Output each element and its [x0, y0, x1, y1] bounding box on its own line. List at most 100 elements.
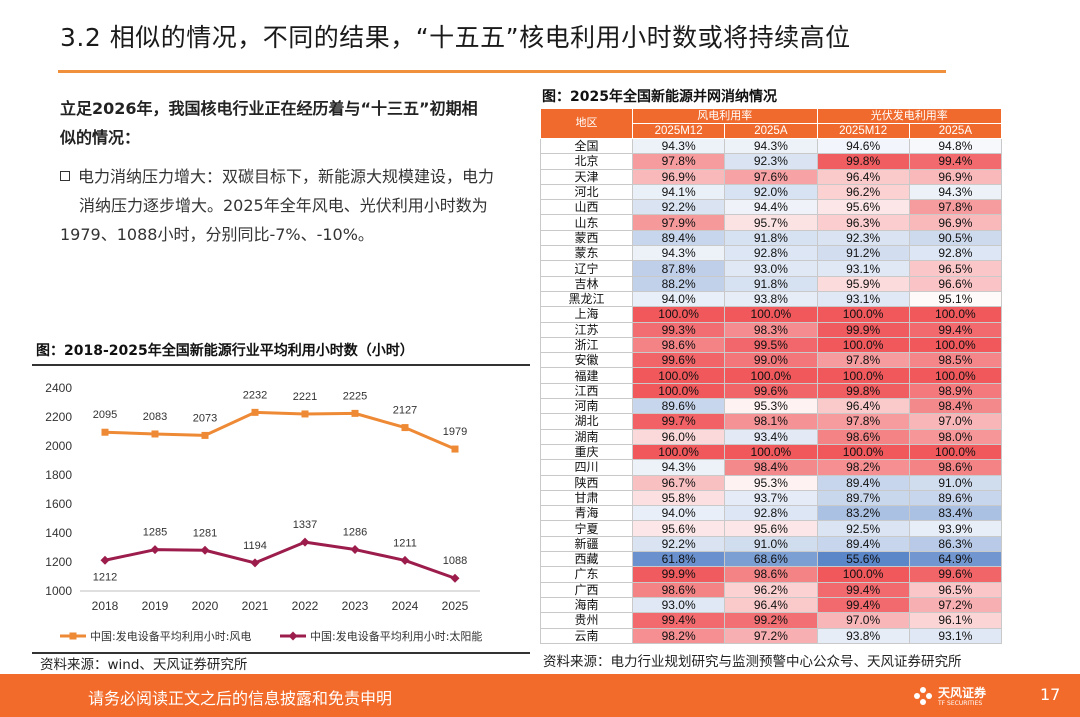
region-cell: 北京 — [540, 153, 633, 170]
header-wind-m12: 2025M12 — [631, 123, 726, 139]
value-cell: 100.0% — [631, 367, 726, 384]
value-cell: 95.8% — [631, 489, 726, 507]
value-cell: 97.8% — [631, 153, 726, 170]
x-tick-label: 2022 — [292, 599, 319, 613]
value-cell: 100.0% — [816, 367, 910, 384]
value-cell: 96.2% — [724, 581, 818, 598]
chart-legend: 中国:发电设备平均利用小时:风电 中国:发电设备平均利用小时:太阳能 — [60, 629, 482, 643]
value-cell: 96.1% — [908, 612, 1003, 629]
y-tick-label: 1800 — [45, 468, 72, 482]
value-cell: 97.9% — [631, 214, 726, 231]
value-cell: 89.4% — [631, 229, 726, 247]
value-cell: 93.0% — [724, 260, 818, 277]
value-cell: 89.4% — [816, 535, 910, 553]
table-row: 重庆 100.0% 100.0% 100.0% 100.0% — [540, 443, 1003, 461]
value-cell: 94.3% — [908, 183, 1003, 201]
brand-logo: 天风证券 TF SECURITIES — [912, 681, 1008, 711]
header-solar-m12: 2025M12 — [816, 123, 910, 139]
data-label: 1979 — [443, 426, 467, 438]
header-region: 地区 — [540, 108, 633, 139]
region-cell: 宁夏 — [540, 520, 633, 537]
value-cell: 93.4% — [724, 428, 818, 445]
value-cell: 94.0% — [631, 505, 726, 522]
table-row: 宁夏 95.6% 95.6% 92.5% 93.9% — [540, 520, 1003, 537]
value-cell: 97.6% — [724, 168, 818, 185]
data-point-marker — [300, 537, 310, 547]
value-cell: 99.3% — [631, 321, 726, 338]
value-cell: 100.0% — [724, 306, 818, 323]
value-cell: 96.4% — [816, 168, 910, 185]
value-cell: 93.0% — [631, 596, 726, 614]
value-cell: 98.6% — [724, 566, 818, 583]
data-label: 1285 — [143, 527, 167, 539]
value-cell: 94.0% — [631, 290, 726, 308]
value-cell: 99.8% — [816, 382, 910, 400]
value-cell: 89.4% — [816, 474, 910, 491]
value-cell: 95.6% — [816, 199, 910, 216]
value-cell: 98.0% — [908, 428, 1003, 445]
x-tick-label: 2020 — [192, 599, 219, 613]
region-cell: 四川 — [540, 459, 633, 476]
y-tick-label: 1400 — [45, 526, 72, 540]
value-cell: 99.4% — [631, 612, 726, 629]
value-cell: 99.4% — [816, 581, 910, 598]
value-cell: 100.0% — [724, 443, 818, 461]
data-label: 1286 — [343, 527, 367, 539]
value-cell: 96.9% — [631, 168, 726, 185]
region-cell: 山东 — [540, 214, 633, 231]
left-figure-source: 资料来源：wind、天风证券研究所 — [40, 657, 248, 673]
data-label: 2127 — [393, 405, 417, 417]
region-cell: 陕西 — [540, 474, 633, 491]
data-point-marker — [100, 555, 110, 565]
value-cell: 95.1% — [908, 290, 1003, 308]
y-tick-label: 2400 — [45, 381, 72, 395]
value-cell: 89.7% — [816, 489, 910, 507]
series-line — [104, 410, 456, 451]
region-cell: 青海 — [540, 505, 633, 522]
table-row: 上海 100.0% 100.0% 100.0% 100.0% — [540, 306, 1003, 323]
region-cell: 江西 — [540, 382, 633, 400]
region-cell: 甘肃 — [540, 489, 633, 507]
table-row: 山西 92.2% 94.4% 95.6% 97.8% — [540, 199, 1003, 216]
value-cell: 97.8% — [816, 352, 910, 369]
table-row: 天津 96.9% 97.6% 96.4% 96.9% — [540, 168, 1003, 185]
intro-line-1: 立足2026年，我国核电行业正在经历着与“十三五”初期相 — [60, 99, 478, 118]
y-tick-label: 1200 — [45, 555, 72, 569]
x-tick-label: 2024 — [392, 599, 419, 613]
value-cell: 98.2% — [631, 627, 726, 644]
data-point-marker — [251, 408, 259, 416]
header-solar-annual: 2025A — [908, 123, 1003, 139]
header-solar-group: 光伏发电利用率 — [816, 108, 1002, 124]
value-cell: 100.0% — [908, 306, 1003, 323]
value-cell: 94.3% — [724, 137, 818, 155]
value-cell: 93.7% — [724, 489, 818, 507]
logo-text: 天风证券 — [938, 686, 987, 700]
value-cell: 98.6% — [631, 581, 726, 598]
square-bullet-icon — [60, 171, 70, 181]
value-cell: 94.4% — [724, 199, 818, 216]
region-cell: 天津 — [540, 168, 633, 185]
chart-axes: 1000 1200 1400 1600 1800 2000 2200 2400 2018 2019… — [45, 381, 480, 613]
data-label: 1088 — [443, 555, 467, 567]
intro-paragraph: 立足2026年，我国核电行业正在经历着与“十三五”初期相 似的情况： — [60, 94, 530, 152]
value-cell: 92.2% — [631, 199, 726, 216]
value-cell: 99.4% — [908, 321, 1003, 338]
value-cell: 98.9% — [908, 382, 1003, 400]
value-cell: 100.0% — [631, 443, 726, 461]
data-point-marker — [401, 424, 409, 432]
value-cell: 99.8% — [816, 153, 910, 170]
region-cell: 江苏 — [540, 321, 633, 338]
data-point-marker — [350, 545, 360, 555]
left-figure-title: 图：2018-2025年全国新能源行业平均利用小时数（小时） — [36, 343, 414, 359]
table-row: 西藏 61.8% 68.6% 55.6% 64.9% — [540, 551, 1003, 568]
value-cell: 98.6% — [631, 336, 726, 354]
value-cell: 86.3% — [908, 535, 1003, 553]
value-cell: 95.3% — [724, 474, 818, 491]
table-row: 浙江 98.6% 99.5% 100.0% 100.0% — [540, 336, 1003, 354]
region-cell: 云南 — [540, 627, 633, 644]
region-cell: 蒙西 — [540, 229, 633, 247]
data-point-marker — [400, 555, 410, 565]
value-cell: 99.2% — [724, 612, 818, 629]
value-cell: 100.0% — [908, 443, 1003, 461]
value-cell: 100.0% — [816, 336, 910, 354]
